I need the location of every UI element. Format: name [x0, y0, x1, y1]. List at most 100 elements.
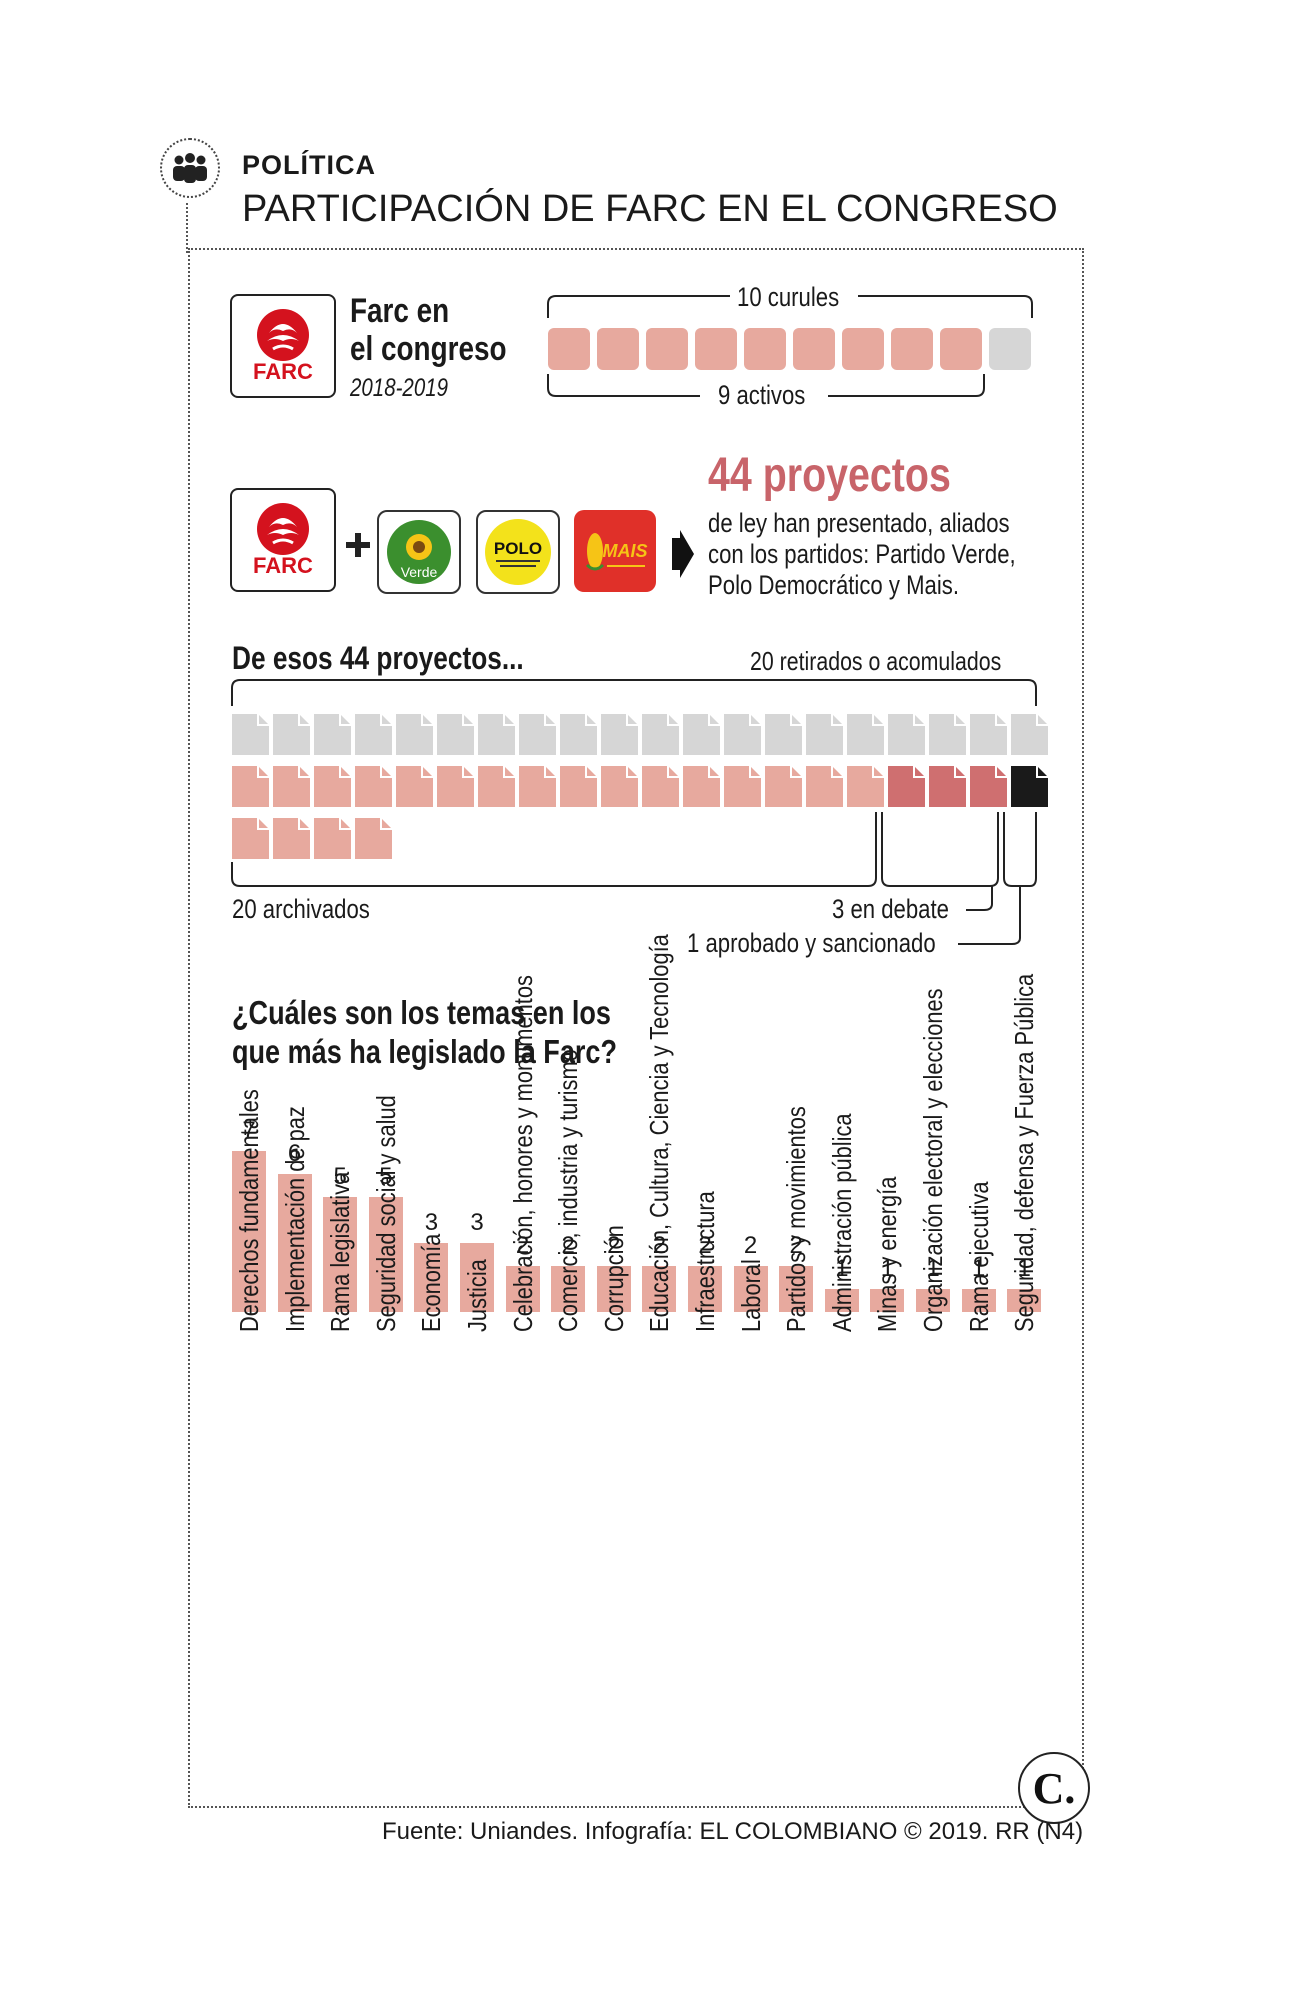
verde-logo: Verde — [377, 510, 461, 594]
polo-logo-text: POLO — [494, 539, 542, 558]
doc-archivado — [314, 818, 351, 859]
doc-archivado — [560, 766, 597, 807]
doc-archivado — [724, 766, 761, 807]
farc-logo-text: FARC — [253, 359, 313, 384]
logo-letter: C. — [1032, 1763, 1076, 1813]
doc-retirado — [724, 714, 761, 755]
section-icon — [160, 138, 220, 198]
corn-icon: MAIS — [585, 533, 648, 571]
plus-icon — [346, 533, 370, 557]
doc-archivado — [806, 766, 843, 807]
doc-archivado — [232, 766, 269, 807]
seats-total-label: 10 curules — [737, 282, 840, 312]
debate-label: 3 en debate — [832, 894, 949, 924]
alliance-description-line: Polo Democrático y Mais. — [708, 570, 960, 600]
doc-archivado — [478, 766, 515, 807]
doc-retirado — [273, 714, 310, 755]
seats-bracket — [547, 295, 1033, 397]
doc-archivado — [355, 818, 392, 859]
seats-active-label: 9 activos — [718, 380, 806, 410]
projects-grid — [232, 714, 1048, 864]
seats-title-1: Farc en — [350, 292, 450, 330]
doc-retirado — [355, 714, 392, 755]
aprobado-label: 1 aprobado y sancionado — [687, 928, 936, 958]
archivados-label: 20 archivados — [232, 894, 370, 924]
projects-headline: 44 proyectos — [708, 449, 951, 502]
mais-logo: MAIS — [574, 510, 656, 592]
polo-logo: POLO — [476, 510, 560, 594]
footer-credit: Fuente: Uniandes. Infografía: EL COLOMBI… — [382, 1818, 1084, 1845]
section-tag: POLÍTICA — [242, 150, 376, 180]
doc-archivado — [437, 766, 474, 807]
doc-retirado — [847, 714, 884, 755]
rose-icon — [257, 309, 309, 361]
doc-retirado — [396, 714, 433, 755]
seat-active — [793, 328, 835, 370]
doc-debate — [970, 766, 1007, 807]
doc-retirado — [765, 714, 802, 755]
doc-archivado — [273, 818, 310, 859]
doc-archivado — [519, 766, 556, 807]
doc-retirado — [560, 714, 597, 755]
seat-active — [646, 328, 688, 370]
doc-retirado — [519, 714, 556, 755]
doc-retirado — [314, 714, 351, 755]
farc-logo-text-2: FARC — [253, 553, 313, 578]
chart-question-line: que más ha legislado la Farc? — [232, 1033, 617, 1070]
chart-question: ¿Cuáles son los temas en los que más ha … — [232, 993, 617, 1071]
doc-retirado — [642, 714, 679, 755]
doc-archivado — [642, 766, 679, 807]
doc-archivado — [683, 766, 720, 807]
doc-retirado — [970, 714, 1007, 755]
doc-archivado — [847, 766, 884, 807]
doc-debate — [929, 766, 966, 807]
doc-archivado — [314, 766, 351, 807]
seat-active — [548, 328, 590, 370]
retirados-label: 20 retirados o acomulados — [750, 646, 1002, 676]
doc-retirado — [888, 714, 925, 755]
farc-logo: FARC — [230, 294, 336, 398]
polo-badge-icon: POLO — [485, 519, 551, 585]
seats-row — [548, 328, 1038, 372]
el-colombiano-logo: C. — [1018, 1752, 1090, 1824]
seat-active — [891, 328, 933, 370]
rose-icon — [257, 503, 309, 555]
header-connector — [186, 203, 188, 253]
doc-retirado — [806, 714, 843, 755]
doc-retirado — [437, 714, 474, 755]
doc-archivado — [232, 818, 269, 859]
doc-retirado — [929, 714, 966, 755]
doc-retirado — [478, 714, 515, 755]
content-frame — [188, 248, 1084, 1808]
sunflower-icon: Verde — [387, 520, 451, 584]
page-title: PARTICIPACIÓN DE FARC EN EL CONGRESO — [242, 188, 1058, 230]
farc-logo-2: FARC — [230, 488, 336, 592]
chart-question-line: ¿Cuáles son los temas en los — [232, 994, 611, 1031]
alliance-description-line: con los partidos: Partido Verde, — [708, 539, 1016, 569]
people-group-icon — [173, 153, 207, 183]
seat-active — [597, 328, 639, 370]
seat-active — [842, 328, 884, 370]
doc-archivado — [396, 766, 433, 807]
doc-archivado — [273, 766, 310, 807]
doc-debate — [888, 766, 925, 807]
seat-active — [695, 328, 737, 370]
doc-retirado — [1011, 714, 1048, 755]
seats-period: 2018-2019 — [350, 374, 449, 402]
seat-active — [744, 328, 786, 370]
arrow-right-icon — [672, 530, 694, 578]
doc-retirado — [232, 714, 269, 755]
mais-logo-text: MAIS — [603, 541, 648, 561]
seat-inactive — [989, 328, 1031, 370]
doc-archivado — [765, 766, 802, 807]
alliance-description-line: de ley han presentado, aliados — [708, 508, 1010, 538]
alliance-description: de ley han presentado, aliados con los p… — [708, 508, 1016, 601]
doc-retirado — [683, 714, 720, 755]
seat-active — [940, 328, 982, 370]
doc-retirado — [601, 714, 638, 755]
doc-archivado — [601, 766, 638, 807]
seats-title-2: el congreso — [350, 330, 507, 368]
projects-brackets — [231, 679, 1037, 945]
projects-heading: De esos 44 proyectos... — [232, 640, 524, 676]
verde-logo-text: Verde — [401, 564, 438, 580]
